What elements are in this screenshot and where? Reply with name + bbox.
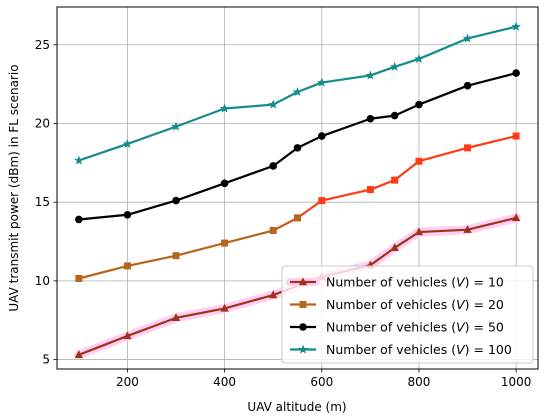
data-point xyxy=(269,226,277,234)
data-point xyxy=(123,331,132,340)
data-point xyxy=(316,77,327,87)
data-point xyxy=(366,186,374,194)
data-point xyxy=(219,103,230,113)
data-point xyxy=(74,350,83,359)
data-point xyxy=(462,33,473,43)
legend-label: Number of vehicles (V) = 50 xyxy=(326,320,504,335)
y-tick-label: 20 xyxy=(35,116,50,130)
series-line xyxy=(78,25,517,162)
data-point xyxy=(512,69,520,77)
axis-ticks: 200 400 600 800 1000 5 10 15 20 25 xyxy=(35,38,532,389)
data-point xyxy=(172,196,180,205)
legend-label: Number of vehicles (V) = 10 xyxy=(326,275,504,290)
data-point xyxy=(171,121,181,131)
data-point xyxy=(269,162,278,170)
data-point xyxy=(463,225,472,233)
series-line xyxy=(78,72,517,221)
data-point xyxy=(122,138,133,149)
data-point xyxy=(389,61,400,71)
legend-item: Number of vehicles (V) = 20 xyxy=(290,297,504,312)
legend-label: Number of vehicles (V) = 100 xyxy=(326,342,512,357)
x-axis-label: UAV altitude (m) xyxy=(247,400,346,414)
data-point xyxy=(123,262,131,270)
data-point xyxy=(365,70,376,80)
legend-label: Number of vehicles (V) = 20 xyxy=(326,297,504,312)
data-point xyxy=(220,303,229,312)
legend-marker xyxy=(298,277,308,286)
y-tick-label: 25 xyxy=(35,38,50,52)
legend: Number of vehicles (V) = 10 Number of veh… xyxy=(281,265,534,364)
data-point xyxy=(74,155,84,165)
data-point xyxy=(75,275,83,282)
legend-marker xyxy=(298,344,308,354)
data-point xyxy=(512,132,520,140)
data-point xyxy=(317,132,326,140)
data-point xyxy=(464,144,472,152)
legend-item: Number of vehicles (V) = 10 xyxy=(286,275,504,290)
data-point xyxy=(391,176,399,184)
x-tick-label: 200 xyxy=(116,375,139,389)
data-point xyxy=(463,81,472,90)
y-tick-label: 10 xyxy=(35,274,50,288)
data-point xyxy=(221,239,229,247)
series-4 xyxy=(74,21,521,165)
series-line xyxy=(78,134,517,280)
data-point xyxy=(415,157,423,165)
data-point xyxy=(123,210,132,219)
y-tick-label: 15 xyxy=(35,195,50,209)
x-tick-label: 800 xyxy=(408,375,431,389)
data-point xyxy=(293,144,302,152)
x-tick-label: 600 xyxy=(310,375,333,389)
data-point xyxy=(269,290,278,299)
data-point xyxy=(318,197,326,205)
data-point xyxy=(172,252,180,260)
data-point xyxy=(171,313,181,322)
plot-frame xyxy=(56,6,539,370)
data-point xyxy=(414,53,424,64)
x-tick-label: 400 xyxy=(213,375,236,389)
data-point xyxy=(415,100,423,109)
data-point xyxy=(511,21,521,31)
y-axis-label: UAV transmit power (dBm) in FL scenario xyxy=(7,64,21,311)
data-point xyxy=(294,214,301,222)
data-point xyxy=(268,99,279,109)
series-2 xyxy=(75,132,520,282)
legend-item: Number of vehicles (V) = 100 xyxy=(290,342,512,357)
data-point xyxy=(366,114,375,123)
data-point xyxy=(220,179,229,188)
data-point xyxy=(292,86,303,97)
data-point xyxy=(390,111,399,120)
data-point xyxy=(390,243,399,252)
data-point xyxy=(414,227,424,236)
legend-item: Number of vehicles (V) = 50 xyxy=(290,320,504,335)
legend-box xyxy=(281,265,534,364)
legend-marker xyxy=(299,301,307,308)
x-tick-label: 1000 xyxy=(501,375,532,389)
data-point xyxy=(75,215,83,224)
data-point xyxy=(512,213,521,222)
y-tick-label: 5 xyxy=(42,353,50,367)
series-3 xyxy=(75,69,520,224)
legend-marker xyxy=(299,323,307,331)
